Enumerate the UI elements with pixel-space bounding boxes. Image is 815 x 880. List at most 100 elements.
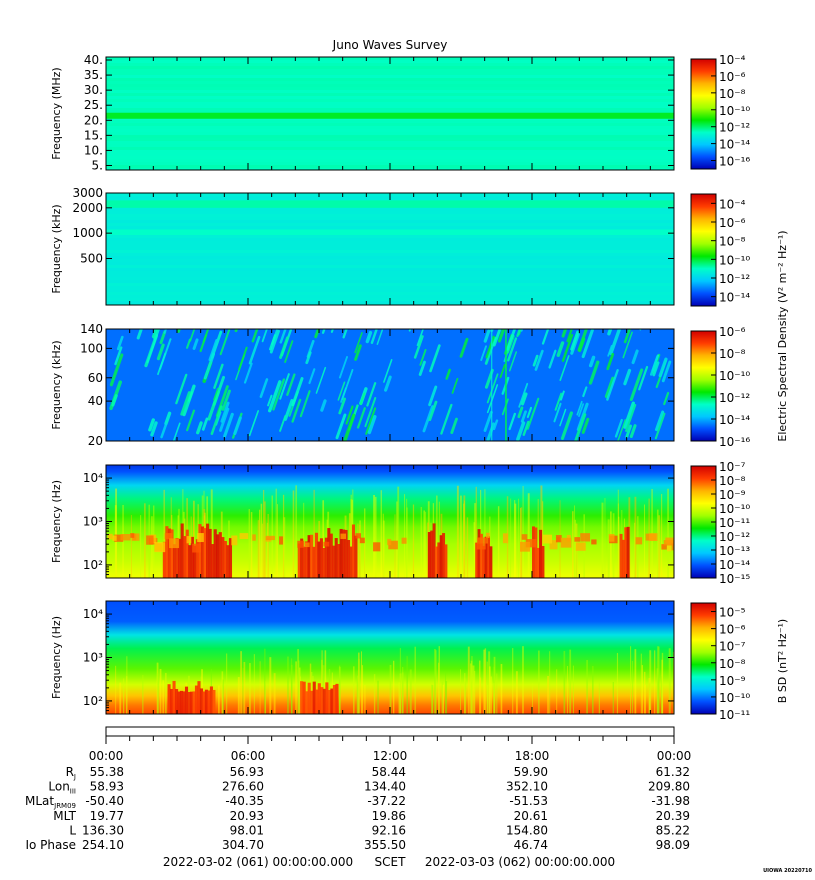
emission-streak	[370, 329, 378, 344]
emission-streak	[335, 413, 347, 440]
intense-emission	[434, 546, 438, 578]
emission-streak	[497, 329, 506, 343]
emission-patch	[192, 543, 202, 553]
colorbar-tick-label: 10⁻⁸	[719, 235, 746, 249]
intense-emission	[305, 691, 309, 714]
intense-emission	[200, 526, 205, 578]
emission-streak	[570, 330, 580, 351]
colorbar-scale	[690, 193, 717, 307]
electric-colorbar-title: Electric Spectral Density (V² m⁻² Hz⁻¹)	[776, 230, 789, 441]
intense-emission	[182, 691, 186, 714]
emission-streak	[233, 416, 242, 435]
emission-streak	[343, 413, 356, 441]
y-tick-label: 1000	[72, 226, 103, 240]
ephemeris-value: 254.10	[82, 838, 124, 852]
y-axis-label: Frequency (Hz)	[50, 616, 63, 699]
emission-streak	[561, 333, 574, 362]
emission-streak	[267, 394, 273, 407]
emission-patch	[186, 536, 192, 544]
emission-streak	[261, 329, 268, 343]
colorbar-hfr-low: 10⁻⁴ 10⁻⁶ 10⁻⁸ 10⁻¹⁰ 10⁻¹² 10⁻¹⁴	[690, 193, 750, 307]
ephemeris-value: 59.90	[514, 765, 548, 779]
emission-streak	[186, 409, 196, 432]
intense-emission	[223, 540, 227, 578]
colorbar-scale	[690, 330, 717, 442]
emission-streak	[506, 329, 517, 351]
y-tick-label: 10³	[83, 515, 103, 529]
emission-streak	[508, 412, 516, 431]
emission-patch	[164, 533, 173, 540]
time-tick-label: 06:00	[231, 749, 266, 763]
colorbar-tick-label: 10⁻¹²	[719, 391, 750, 405]
spectrogram-panel-lfr-high: 20 40 60 100 140 Frequency (kHz)	[50, 322, 675, 448]
intense-emission	[319, 538, 323, 578]
emission-patch	[107, 533, 113, 540]
emission-patch	[120, 534, 131, 541]
colorbar-tick-label: 10⁻¹⁴	[719, 291, 750, 305]
emission-patch	[388, 540, 398, 550]
ephemeris-row-label: L	[69, 823, 76, 837]
emission-patch	[665, 537, 674, 544]
emission-streak	[308, 368, 316, 385]
ephemeris-value: 55.38	[90, 765, 124, 779]
emission-patch	[401, 537, 407, 544]
intense-emission	[203, 528, 207, 578]
intense-emission	[211, 544, 215, 578]
colorbar-tick-label: 10⁻⁸	[719, 474, 746, 488]
emission-patch	[608, 534, 615, 542]
emission-streak	[150, 421, 158, 437]
emission-streak	[196, 421, 203, 435]
intense-emission	[187, 691, 191, 714]
colorbar-tick-label: 10⁻¹⁶	[719, 155, 750, 169]
emission-streak	[649, 355, 659, 376]
y-tick-label: 100	[80, 341, 103, 355]
emission-patch	[525, 539, 537, 548]
intense-emission	[213, 529, 217, 578]
intense-emission	[325, 682, 329, 714]
intense-emission	[204, 689, 208, 714]
intense-emission	[297, 543, 301, 578]
intense-emission	[307, 682, 311, 714]
emission-patch	[521, 534, 528, 540]
emission-patch	[252, 534, 256, 541]
intense-emission	[324, 537, 328, 578]
emission-streak	[109, 353, 124, 387]
emission-streak	[215, 411, 222, 426]
emission-streak	[559, 408, 567, 427]
colorbar-tick-label: 10⁻¹⁴	[719, 138, 750, 152]
emission-patch	[543, 534, 553, 544]
emission-streak	[116, 335, 124, 351]
emission-patch	[635, 537, 643, 545]
emission-streak	[588, 355, 596, 368]
emission-streak	[629, 424, 637, 438]
intense-emission	[195, 539, 199, 578]
emission-streak	[566, 329, 573, 343]
intense-emission	[206, 523, 210, 578]
ephemeris-value: 209.80	[648, 780, 690, 794]
version-label: UIOWA 20220710	[763, 868, 812, 874]
emission-streak	[451, 377, 459, 394]
intense-emission	[335, 683, 339, 714]
magnetic-colorbar-title: B SD (nT² Hz⁻¹)	[776, 619, 789, 703]
colorbar-tick-label: 10⁻⁷	[719, 460, 746, 474]
emission-streak	[338, 356, 348, 379]
emission-streak	[279, 373, 290, 400]
intense-emission	[337, 544, 341, 578]
ephemeris-value: -51.53	[509, 794, 548, 808]
emission-streak	[428, 400, 438, 422]
emission-streak	[175, 373, 188, 405]
emission-patch	[502, 533, 509, 544]
intense-emission	[228, 538, 233, 578]
ephemeris-value: 154.80	[506, 823, 548, 837]
colorbar-tick-label: 10⁻¹⁰	[719, 369, 750, 383]
emission-patch	[131, 533, 140, 541]
emission-streak	[561, 329, 568, 338]
emission-streak	[560, 411, 573, 440]
emission-streak	[269, 329, 280, 354]
intense-emission	[339, 528, 343, 578]
ephemeris-value: 46.74	[514, 838, 548, 852]
emission-streak	[554, 392, 563, 411]
y-tick-label: 60	[88, 371, 103, 385]
emission-streak	[180, 391, 191, 416]
